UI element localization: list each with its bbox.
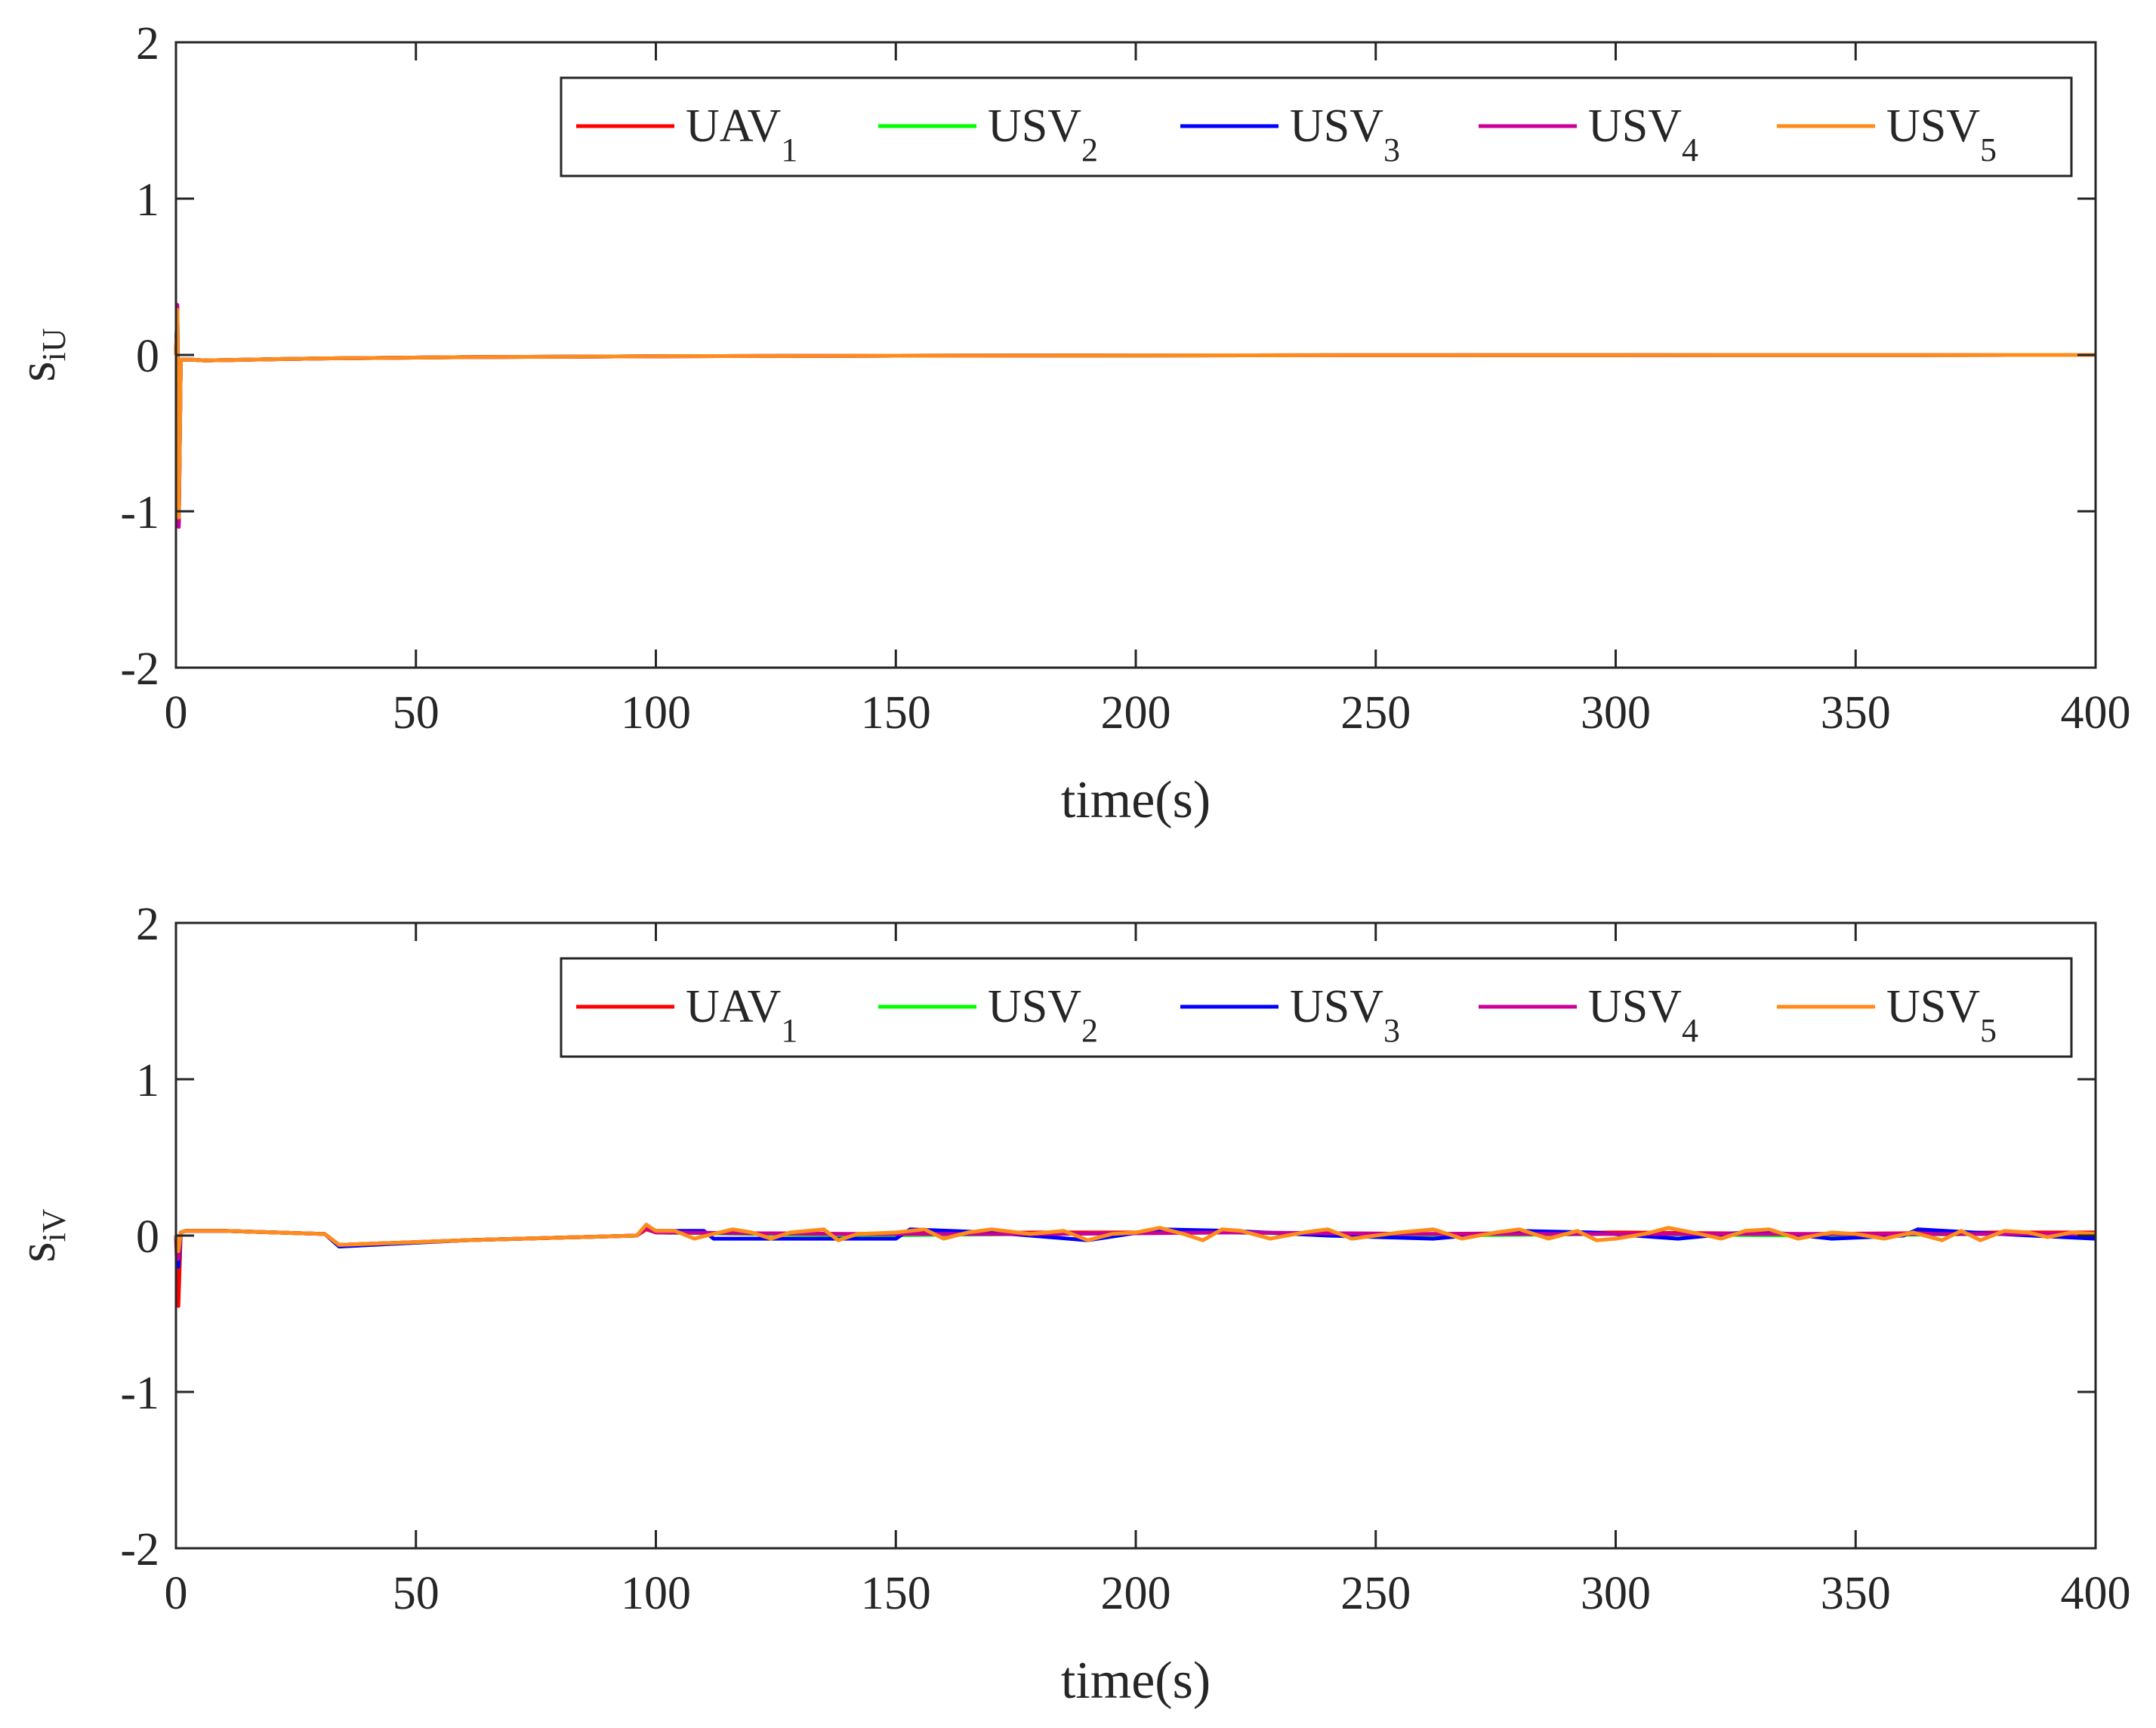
ticks-layer: 0 50 100 150 200 250 300 350 400 -2 -1 0 1 2	[120, 899, 2130, 1619]
x-tick-label: 400	[2061, 1568, 2131, 1619]
y-tick-label: 0	[136, 331, 159, 382]
series-layer	[174, 303, 2096, 529]
y-tick-label: 1	[136, 1055, 159, 1106]
x-tick-label: 250	[1340, 687, 1411, 739]
legend-label-usv4: USV4	[1588, 981, 1698, 1049]
y-axis-label: siU	[8, 328, 72, 381]
x-tick-label: 200	[1101, 1568, 1171, 1619]
x-tick-label: 150	[861, 1568, 931, 1619]
y-axis-label: siV	[8, 1208, 72, 1262]
legend-label-usv5: USV5	[1886, 100, 1997, 168]
series-line-usv5	[174, 1223, 2096, 1254]
y-tick-label: 2	[136, 899, 159, 950]
legend-label-uav1: UAV1	[686, 981, 797, 1049]
y-axis-label-base: s	[8, 361, 66, 381]
y-tick-label: 0	[136, 1211, 159, 1263]
y-tick-label: 1	[136, 174, 159, 226]
y-tick-label: -1	[120, 1368, 159, 1419]
x-tick-label: 100	[621, 687, 691, 739]
y-tick-label: -2	[120, 1524, 159, 1575]
y-axis-label-sub: iU	[35, 328, 72, 361]
y-axis-label-base: s	[8, 1242, 66, 1262]
y-tick-label: -2	[120, 643, 159, 695]
legend-label-usv2: USV2	[988, 981, 1098, 1049]
x-tick-label: 200	[1101, 687, 1171, 739]
y-axis-label-sub: iV	[35, 1208, 72, 1242]
x-tick-label: 250	[1340, 1568, 1411, 1619]
legend-label-usv3: USV3	[1290, 981, 1400, 1049]
x-tick-label: 350	[1821, 1568, 1891, 1619]
series-line-usv5	[174, 307, 2096, 520]
x-axis-label: time(s)	[1061, 1652, 1211, 1710]
legend-label-uav1: UAV1	[686, 100, 797, 168]
x-tick-label: 50	[393, 687, 440, 739]
series-layer	[174, 1223, 2096, 1308]
x-tick-label: 100	[621, 1568, 691, 1619]
legend: UAV1 USV2 USV3 USV4 USV5	[560, 957, 2073, 1058]
x-tick-label: 50	[393, 1568, 440, 1619]
legend-label-usv2: USV2	[988, 100, 1098, 168]
x-tick-label: 150	[861, 687, 931, 739]
legend-label-usv5: USV5	[1886, 981, 1997, 1049]
x-tick-label: 300	[1581, 1568, 1651, 1619]
legend: UAV1 USV2 USV3 USV4 USV5	[560, 76, 2073, 177]
legend-label-usv4: USV4	[1588, 100, 1698, 168]
ticks-layer: 0 50 100 150 200 250 300 350 400 -2 -1 0 1 2	[120, 18, 2130, 739]
y-tick-label: -1	[120, 487, 159, 538]
legend-label-usv3: USV3	[1290, 100, 1400, 168]
x-axis-label: time(s)	[1061, 771, 1211, 829]
x-tick-label: 0	[165, 1568, 188, 1619]
y-tick-label: 2	[136, 18, 159, 69]
x-tick-label: 300	[1581, 687, 1651, 739]
x-tick-label: 400	[2061, 687, 2131, 739]
x-tick-label: 0	[165, 687, 188, 739]
x-tick-label: 350	[1821, 687, 1891, 739]
